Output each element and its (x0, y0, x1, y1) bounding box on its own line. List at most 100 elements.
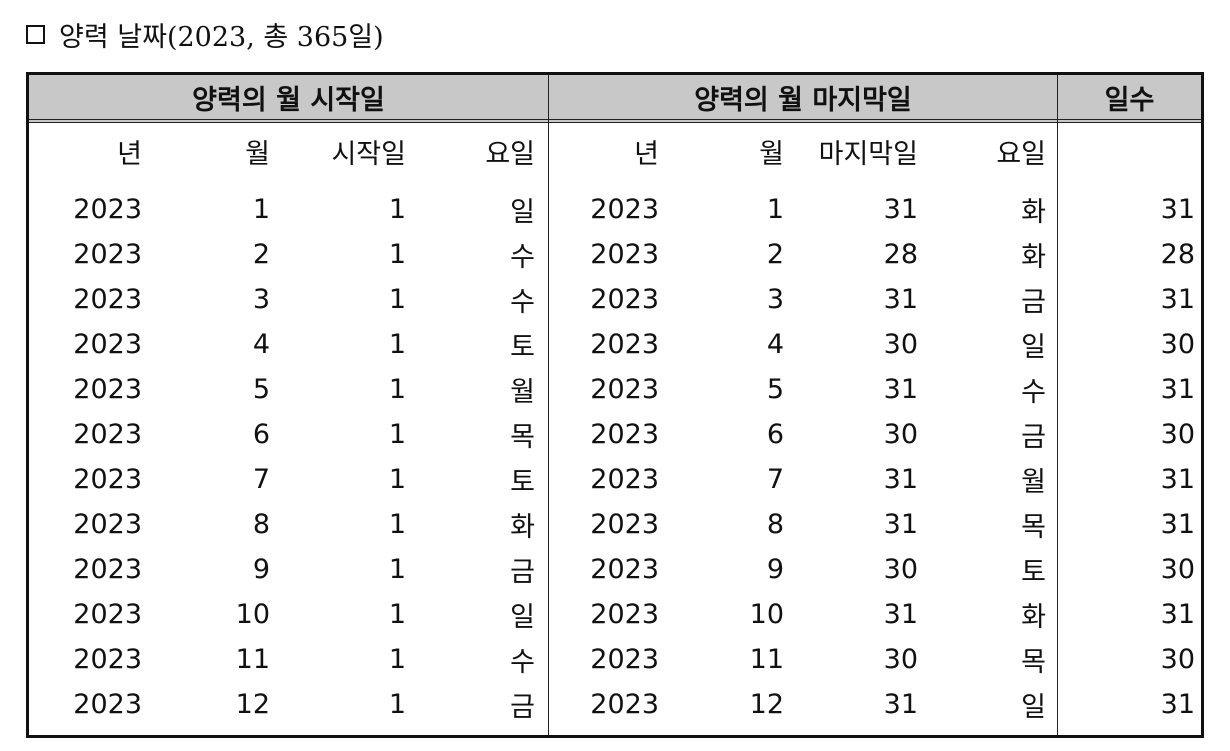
cell-end-month: 7 (766, 464, 784, 495)
cell-days: 31 (1160, 464, 1195, 495)
cell-days: 28 (1160, 239, 1195, 270)
cell-start-day: 1 (388, 419, 406, 450)
cell-year: 2023 (73, 599, 142, 630)
cell-last-day: 31 (883, 689, 918, 720)
cell-last-day: 31 (883, 509, 918, 540)
cell-days: 31 (1160, 689, 1195, 720)
cell-start-day: 1 (388, 599, 406, 630)
cell-start-weekday: 수 (510, 287, 535, 318)
cell-end-weekday: 토 (1021, 557, 1046, 588)
table-body: 2023 1 1 일 2023 1 31 화 31 2023 2 1 수 2023 2 28 화 28 2023 3 1… (29, 187, 1201, 727)
cell-end-weekday: 목 (1021, 512, 1046, 543)
cell-start-day: 1 (388, 689, 406, 720)
cell-end-weekday: 목 (1021, 647, 1046, 678)
cell-month: 10 (235, 599, 270, 630)
table-row: 2023 3 1 수 2023 3 31 금 31 (29, 277, 1201, 322)
cell-days: 31 (1160, 599, 1195, 630)
cell-end-year: 2023 (590, 374, 659, 405)
table-row: 2023 9 1 금 2023 9 30 토 30 (29, 547, 1201, 592)
cell-end-month: 12 (749, 689, 784, 720)
cell-year: 2023 (73, 689, 142, 720)
table-row: 2023 11 1 수 2023 11 30 목 30 (29, 637, 1201, 682)
cell-end-month: 3 (766, 284, 784, 315)
cell-year: 2023 (73, 419, 142, 450)
cell-end-year: 2023 (590, 509, 659, 540)
column-label-last-day: 마지막일 (818, 138, 918, 170)
column-label-end-year: 년 (634, 138, 659, 170)
cell-days: 31 (1160, 374, 1195, 405)
cell-end-month: 1 (766, 194, 784, 225)
cell-end-weekday: 화 (1021, 602, 1046, 633)
column-divider (1057, 75, 1058, 735)
table-row: 2023 10 1 일 2023 10 31 화 31 (29, 592, 1201, 637)
cell-end-year: 2023 (590, 644, 659, 675)
cell-start-day: 1 (388, 194, 406, 225)
column-label-year: 년 (117, 138, 142, 170)
cell-end-month: 11 (749, 644, 784, 675)
cell-start-day: 1 (388, 644, 406, 675)
checkbox-icon (26, 24, 45, 44)
cell-start-weekday: 토 (510, 467, 535, 498)
page-title: 양력 날짜(2023, 총 365일) (26, 14, 384, 54)
cell-days: 30 (1160, 554, 1195, 585)
column-divider (548, 75, 549, 735)
column-label-start-weekday: 요일 (485, 138, 535, 170)
table-row: 2023 1 1 일 2023 1 31 화 31 (29, 187, 1201, 232)
cell-end-year: 2023 (590, 554, 659, 585)
cell-last-day: 31 (883, 194, 918, 225)
cell-days: 31 (1160, 194, 1195, 225)
cell-start-day: 1 (388, 239, 406, 270)
cell-end-weekday: 월 (1021, 467, 1046, 498)
cell-end-weekday: 일 (1021, 332, 1046, 363)
cell-start-weekday: 일 (510, 197, 535, 228)
page-title-text: 양력 날짜(2023, 총 365일) (59, 21, 384, 53)
cell-month: 12 (235, 689, 270, 720)
cell-days: 30 (1160, 644, 1195, 675)
cell-start-weekday: 월 (510, 377, 535, 408)
column-label-end-month: 월 (759, 138, 784, 170)
cell-month: 8 (252, 509, 270, 540)
table-header-band: 양력의 월 시작일 양력의 월 마지막일 일수 (29, 75, 1201, 123)
cell-days: 30 (1160, 419, 1195, 450)
cell-end-month: 2 (766, 239, 784, 270)
cell-end-year: 2023 (590, 689, 659, 720)
cell-start-day: 1 (388, 554, 406, 585)
table-row: 2023 7 1 토 2023 7 31 월 31 (29, 457, 1201, 502)
cell-month: 6 (252, 419, 270, 450)
cell-end-year: 2023 (590, 194, 659, 225)
header-days: 일수 (1104, 84, 1155, 116)
cell-end-weekday: 일 (1021, 692, 1046, 723)
cell-end-weekday: 금 (1021, 422, 1046, 453)
cell-end-weekday: 수 (1021, 377, 1046, 408)
cell-last-day: 31 (883, 374, 918, 405)
cell-end-year: 2023 (590, 464, 659, 495)
cell-month: 11 (235, 644, 270, 675)
cell-start-weekday: 수 (510, 647, 535, 678)
cell-start-weekday: 목 (510, 422, 535, 453)
cell-end-month: 9 (766, 554, 784, 585)
cell-month: 5 (252, 374, 270, 405)
table-row: 2023 2 1 수 2023 2 28 화 28 (29, 232, 1201, 277)
table-row: 2023 5 1 월 2023 5 31 수 31 (29, 367, 1201, 412)
cell-end-year: 2023 (590, 599, 659, 630)
cell-year: 2023 (73, 194, 142, 225)
cell-start-weekday: 일 (510, 602, 535, 633)
cell-year: 2023 (73, 239, 142, 270)
cell-last-day: 31 (883, 284, 918, 315)
cell-end-weekday: 화 (1021, 197, 1046, 228)
table-row: 2023 4 1 토 2023 4 30 일 30 (29, 322, 1201, 367)
cell-start-day: 1 (388, 329, 406, 360)
cell-start-day: 1 (388, 509, 406, 540)
cell-month: 9 (252, 554, 270, 585)
cell-last-day: 31 (883, 599, 918, 630)
cell-year: 2023 (73, 509, 142, 540)
calendar-table: 양력의 월 시작일 양력의 월 마지막일 일수 년 월 시작일 요일 년 월 마… (26, 72, 1204, 738)
header-month-start: 양력의 월 시작일 (192, 84, 385, 116)
cell-last-day: 30 (883, 554, 918, 585)
cell-end-month: 10 (749, 599, 784, 630)
cell-start-weekday: 금 (510, 557, 535, 588)
cell-end-month: 4 (766, 329, 784, 360)
header-month-end: 양력의 월 마지막일 (694, 84, 912, 116)
cell-month: 7 (252, 464, 270, 495)
cell-start-day: 1 (388, 374, 406, 405)
